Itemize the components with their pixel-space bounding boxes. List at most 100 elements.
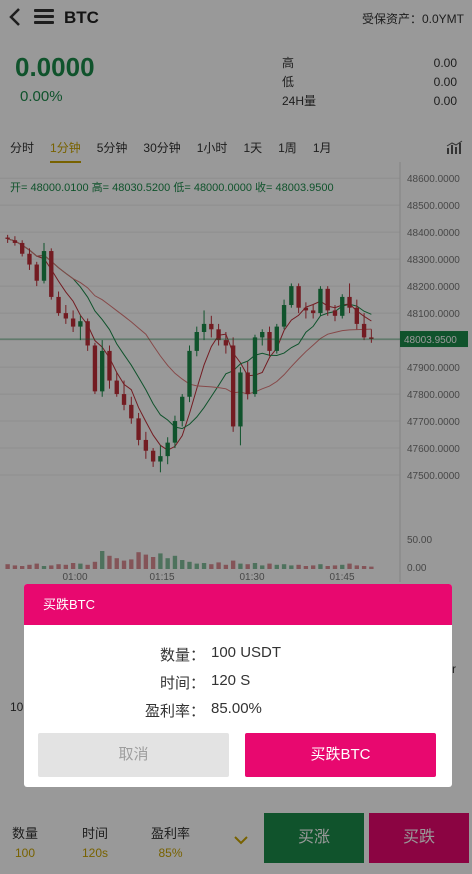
candle-body [230, 345, 236, 427]
stat-value-low: 0.00 [433, 75, 457, 89]
volume-bar [361, 566, 367, 569]
candle-body [63, 313, 69, 319]
time-selector[interactable]: 时间 120s [82, 823, 108, 860]
dialog-value: 120 S [211, 672, 251, 689]
candle-body [260, 332, 265, 338]
volume-bar [143, 554, 149, 569]
volume-bar [303, 566, 309, 569]
volume-bar [136, 552, 141, 569]
tab-1month[interactable]: 1月 [312, 141, 332, 155]
ohlc-readout: 开= 48000.0100 高= 48030.5200 低= 48000.000… [10, 179, 334, 195]
candle-body [354, 307, 359, 324]
insured-assets-label: 受保资产：0.0YMT [361, 12, 464, 26]
candle-body [209, 323, 214, 330]
candle-body [143, 439, 149, 451]
volume-bar [78, 563, 83, 569]
back-arrow-icon[interactable] [8, 6, 26, 30]
candle-body [369, 337, 374, 340]
buy-down-button[interactable]: 买跌 [369, 813, 469, 863]
chevron-down-icon[interactable] [232, 831, 250, 849]
tab-1hour[interactable]: 1小时 [196, 141, 228, 155]
volume-tick-label: 0.00 [407, 563, 427, 574]
volume-bar [49, 565, 54, 569]
candle-body [325, 288, 330, 311]
current-price: 0.0000 [15, 52, 95, 82]
stat-value-high: 0.00 [433, 56, 457, 70]
dialog-label: 数量： [159, 647, 205, 664]
dialog-value: 100 USDT [211, 644, 282, 661]
candle-body [180, 396, 185, 422]
candle-body [92, 345, 98, 392]
candle-body [296, 286, 301, 308]
cancel-button[interactable]: 取消 [38, 733, 229, 777]
y-tick-label: 48200.0000 [407, 282, 460, 293]
tab-5min[interactable]: 5分钟 [96, 141, 128, 155]
volume-bar [5, 564, 10, 569]
last-price-label: 48003.9500 [404, 335, 457, 346]
price-change: 0.00% [20, 88, 63, 105]
candle-body [187, 350, 192, 397]
rate-label: 盈利率 [151, 826, 191, 841]
x-tick-label: 01:30 [239, 572, 264, 582]
tab-time-share[interactable]: 分时 [10, 141, 35, 155]
rate-selector[interactable]: 盈利率 85% [151, 823, 190, 860]
candle-body [129, 404, 134, 419]
volume-bar [318, 564, 323, 569]
volume-bar [27, 564, 32, 569]
background-fragment: r [452, 662, 456, 676]
dialog-row-rate: 盈利率： 85.00% [24, 700, 452, 721]
candle-body [216, 329, 221, 341]
y-tick-label: 47900.0000 [407, 363, 460, 374]
tab-1day[interactable]: 1天 [243, 141, 263, 155]
volume-bar [340, 564, 345, 569]
volume-bar [274, 564, 279, 569]
stat-row: 低 0.00 [282, 73, 457, 92]
stat-label-high: 高 [282, 56, 295, 70]
volume-bar [107, 555, 112, 569]
volume-bar [150, 557, 156, 569]
ohlc-high: 高= 48030.5200 [91, 182, 171, 194]
volume-bar [41, 566, 47, 569]
volume-bar [332, 565, 338, 569]
quantity-selector[interactable]: 数量 100 [12, 823, 38, 860]
y-tick-label: 48500.0000 [407, 201, 460, 212]
dialog-label: 盈利率： [144, 703, 205, 720]
volume-bar [172, 555, 178, 569]
buy-up-button[interactable]: 买涨 [264, 813, 364, 863]
candle-body [70, 318, 76, 327]
indicator-chart-icon[interactable] [446, 140, 464, 154]
rate-value: 85% [158, 846, 183, 860]
tab-1min[interactable]: 1分钟 [50, 139, 81, 163]
volume-bar [289, 565, 294, 569]
y-tick-label: 47600.0000 [407, 444, 460, 455]
candle-body [158, 456, 163, 462]
candle-body [56, 296, 61, 314]
tab-30min[interactable]: 30分钟 [143, 141, 181, 155]
volume-bar [201, 563, 207, 569]
candle-body [238, 372, 243, 427]
volume-bar [85, 564, 90, 569]
top-bar: BTC 受保资产：0.0YMT [0, 0, 472, 36]
menu-icon[interactable] [34, 9, 54, 25]
volume-bar [209, 564, 214, 569]
candle-body [5, 237, 10, 239]
stats-panel: 高 0.00 低 0.00 24H量 0.00 [282, 54, 457, 111]
bottom-trade-bar: 数量 100 时间 120s 盈利率 85% 买涨 买跌 [0, 813, 472, 874]
ohlc-low: 低= 48000.0000 [173, 182, 252, 194]
stat-value-volume: 0.00 [433, 94, 457, 108]
candle-body [150, 450, 156, 462]
ohlc-close: 收= 48003.9500 [255, 182, 334, 194]
last-price-tag [400, 331, 468, 348]
candle-body [121, 394, 127, 405]
candle-body [318, 288, 323, 314]
volume-bar [325, 566, 330, 569]
tab-1week[interactable]: 1周 [278, 141, 297, 155]
volume-bar [310, 565, 316, 569]
volume-bar [252, 563, 258, 569]
confirm-buy-down-button[interactable]: 买跌BTC [245, 733, 436, 777]
candle-body [252, 337, 258, 395]
candle-body [332, 310, 338, 316]
volume-bar [296, 564, 301, 569]
candle-body [303, 307, 309, 311]
dialog-row-quantity: 数量： 100 USDT [24, 644, 452, 665]
